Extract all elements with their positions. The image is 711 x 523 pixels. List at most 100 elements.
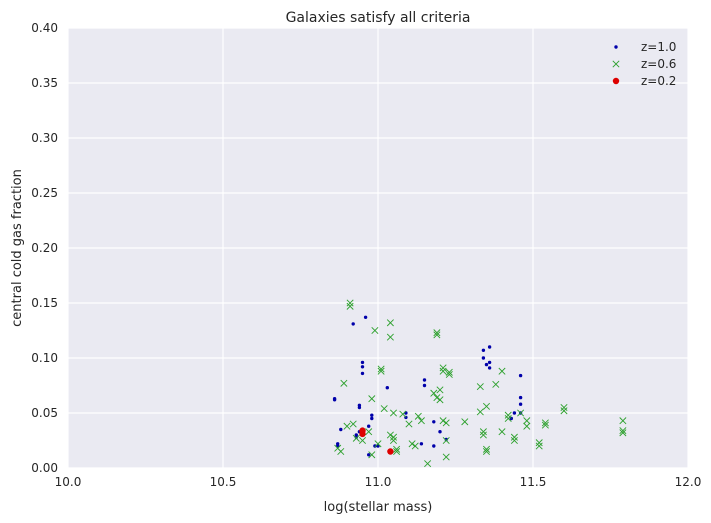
data-point [433, 394, 441, 402]
data-point [389, 409, 398, 417]
y-tick-labels: 0.00 0.05 0.10 0.15 0.20 0.25 0.30 0.35 0.40 [31, 21, 58, 475]
data-point [352, 434, 360, 442]
data-point [346, 299, 354, 307]
legend-item: z=0.6 [612, 57, 676, 71]
data-point [433, 331, 441, 339]
data-point [386, 431, 394, 439]
data-point [541, 421, 549, 429]
legend-marker [614, 45, 618, 49]
data-point [518, 395, 523, 400]
data-point [487, 345, 492, 349]
data-points [332, 299, 627, 468]
data-point [461, 418, 469, 426]
y-tick-label: 0.30 [31, 131, 58, 145]
data-point [351, 322, 355, 326]
data-point [360, 371, 365, 376]
data-point [492, 380, 500, 388]
data-point [357, 405, 362, 410]
data-point [432, 420, 436, 424]
x-tick-label: 10.0 [55, 475, 82, 489]
data-point [405, 420, 413, 428]
data-point [482, 402, 491, 410]
data-point [535, 442, 543, 450]
legend-marker [612, 77, 620, 85]
data-point [541, 419, 549, 427]
data-point [370, 413, 374, 417]
legend-item: z=0.2 [612, 74, 676, 88]
x-tick-label: 11.0 [365, 475, 392, 489]
data-point [504, 414, 512, 423]
data-point [363, 315, 368, 319]
data-point [346, 302, 354, 310]
x-tick-label: 10.5 [210, 475, 237, 489]
data-point [422, 383, 427, 388]
data-point [419, 442, 424, 446]
data-point [510, 433, 518, 441]
data-point [424, 460, 432, 468]
y-tick-label: 0.25 [31, 186, 58, 200]
data-point [370, 416, 374, 421]
data-point [368, 395, 376, 403]
x-tick-label: 12.0 [675, 475, 702, 489]
data-point [619, 427, 627, 435]
data-point [439, 417, 447, 425]
y-axis-label: central cold gas fraction [10, 169, 25, 327]
data-point [389, 433, 398, 441]
data-point [411, 442, 419, 450]
data-point [619, 417, 627, 425]
data-point [367, 453, 371, 457]
data-point [389, 436, 398, 445]
data-point [481, 356, 486, 360]
data-point [368, 451, 376, 459]
data-point [393, 447, 401, 456]
data-point [385, 386, 389, 390]
data-point [442, 419, 450, 427]
data-point [386, 319, 394, 327]
data-point [481, 348, 486, 352]
data-point [535, 439, 543, 447]
data-point [518, 373, 523, 378]
data-point [439, 367, 447, 375]
data-point [512, 411, 517, 415]
data-point [498, 428, 506, 436]
data-point [433, 329, 441, 337]
data-point [387, 448, 394, 455]
data-point [479, 428, 487, 436]
legend-label: z=1.0 [641, 40, 676, 54]
y-tick-label: 0.15 [31, 296, 58, 310]
data-point [377, 365, 385, 373]
data-point [337, 447, 345, 456]
data-point [436, 396, 444, 404]
data-point [476, 408, 484, 416]
y-tick-label: 0.35 [31, 76, 58, 90]
legend-label: z=0.6 [641, 57, 676, 71]
data-point [560, 403, 568, 412]
y-tick-label: 0.00 [31, 461, 58, 475]
data-point [436, 386, 444, 394]
data-point [380, 405, 388, 413]
data-point [432, 444, 436, 448]
data-point [414, 412, 422, 420]
data-point [365, 428, 373, 436]
data-point [482, 447, 491, 456]
data-point [504, 411, 512, 419]
y-tick-label: 0.20 [31, 241, 58, 255]
data-point [360, 360, 365, 365]
data-point [339, 427, 343, 432]
legend: z=1.0 z=0.6 z=0.2 [612, 40, 676, 88]
data-point [377, 367, 385, 375]
data-point [442, 436, 450, 445]
data-point [358, 436, 367, 445]
series-z=0.2 [359, 427, 394, 455]
data-point [510, 436, 518, 445]
legend-marker [612, 60, 620, 68]
series-z=0.6 [334, 299, 627, 468]
x-axis-label: log(stellar mass) [324, 500, 433, 515]
data-point [442, 453, 450, 461]
legend-item: z=1.0 [614, 40, 676, 54]
data-point [422, 378, 427, 382]
data-point [523, 422, 531, 430]
data-point [332, 398, 337, 402]
data-point [399, 410, 407, 418]
